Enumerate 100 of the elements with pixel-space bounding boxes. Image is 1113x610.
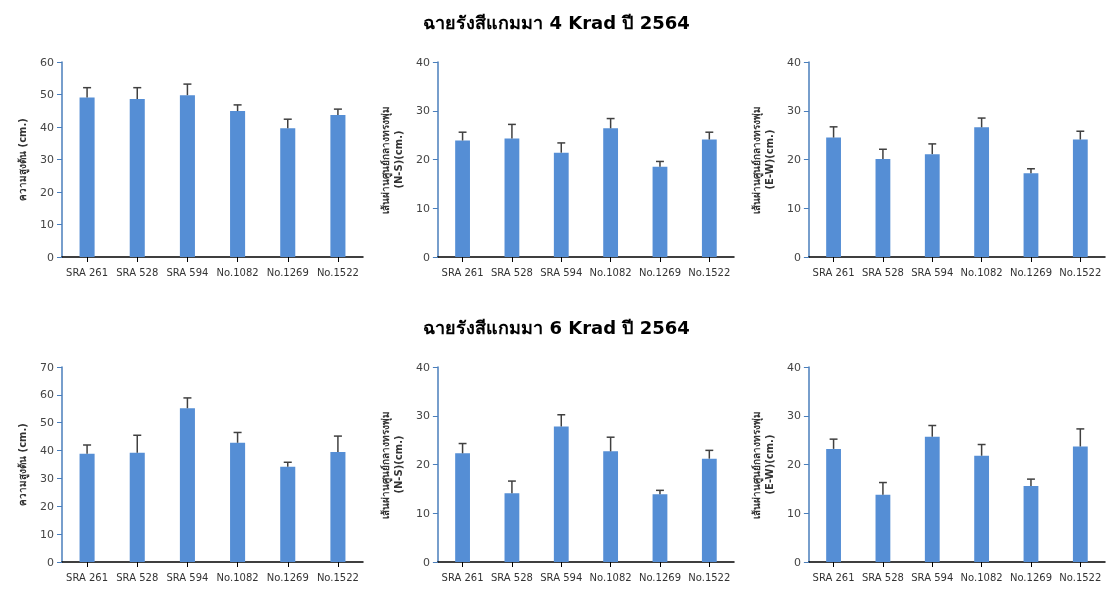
bar [924,436,940,562]
x-tick-label: No.1082 [960,571,1003,583]
bar [504,138,520,257]
bar [230,111,246,257]
chart-title: ฉายรังสีแกมมา 4 Krad ปี 2564 [423,11,690,33]
y-tick-label: 30 [40,153,54,166]
y-tick-label: 20 [415,458,430,471]
chart-title: ฉายรังสีแกมมา 6 Krad ปี 2564 [423,316,690,338]
y-tick-label: 0 [793,250,801,264]
y-axis-title: เส้นผ่านศูนย์กลางทรงพุ่ม (N-S)(cm.) [380,410,404,519]
y-tick-label: 60 [40,388,54,402]
y-tick-label: 20 [415,153,430,166]
y-axis-title: ความสูงต้น (cm.) [17,118,31,201]
y-tick-label: 40 [40,120,54,134]
y-tick-label: 20 [40,499,54,513]
x-tick-label: No.1269 [1009,571,1053,583]
x-tick-label: SRA 528 [861,571,904,583]
y-tick-label: 30 [415,104,430,118]
y-tick-label: 0 [422,555,430,569]
x-tick-label: SRA 528 [861,266,904,278]
x-tick-label: SRA 261 [441,266,484,278]
bar [230,442,246,562]
x-tick-label: No.1522 [688,266,731,278]
x-tick-label: SRA 528 [116,266,159,278]
bar [1023,173,1039,257]
bar [701,139,717,257]
x-tick-label: SRA 261 [66,266,109,278]
y-tick-label: 0 [422,250,430,264]
x-tick-label: SRA 261 [441,571,484,583]
y-tick-label: 30 [786,409,801,423]
x-tick-label: SRA 528 [490,266,533,278]
bar [875,159,891,257]
bar [1023,485,1039,562]
y-axis-title: ความสูงต้น (cm.) [17,423,31,506]
x-tick-label: No.1269 [638,266,682,278]
y-tick-label: 60 [40,55,54,69]
y-tick-label: 20 [786,458,801,471]
bar [129,99,145,257]
x-tick-label: SRA 594 [166,571,209,583]
y-tick-label: 0 [793,555,801,569]
bar [330,114,346,257]
y-tick-label: 30 [40,471,54,485]
y-tick-label: 20 [40,185,54,199]
bar [179,408,195,562]
bar [553,152,569,257]
x-tick-label: SRA 594 [911,266,954,278]
y-tick-label: 10 [40,527,54,541]
y-tick-label: 10 [415,201,430,215]
y-tick-label: 50 [40,416,54,430]
bar [924,154,940,257]
x-tick-label: No.1522 [688,571,731,583]
bar [280,466,296,562]
x-tick-label: No.1269 [638,571,682,583]
x-tick-label: No.1082 [589,266,632,278]
y-tick-label: 20 [786,153,801,166]
x-tick-label: No.1522 [1059,266,1102,278]
x-tick-label: No.1082 [960,266,1003,278]
x-tick-label: SRA 261 [66,571,109,583]
y-tick-label: 70 [40,360,54,374]
bar [553,426,569,562]
y-tick-label: 0 [47,555,54,569]
y-tick-label: 0 [47,250,54,264]
y-tick-label: 30 [415,409,430,423]
y-tick-label: 10 [786,506,801,520]
x-tick-label: SRA 528 [116,571,159,583]
bar [603,128,619,257]
bar [504,493,520,562]
x-tick-label: SRA 528 [490,571,533,583]
bar [455,453,470,562]
x-tick-label: No.1522 [316,571,359,583]
x-tick-label: No.1082 [216,266,259,278]
x-tick-label: No.1269 [266,266,309,278]
bar [652,166,668,257]
x-tick-label: SRA 594 [540,571,583,583]
x-tick-label: SRA 261 [812,266,855,278]
x-tick-label: No.1082 [589,571,632,583]
bar [701,458,717,562]
x-tick-label: No.1269 [266,571,309,583]
y-axis-title: เส้นผ่านศูนย์กลางทรงพุ่ม (N-S)(cm.) [380,105,404,214]
bar [826,137,841,257]
bar [129,452,145,562]
x-tick-label: No.1522 [316,266,359,278]
y-tick-label: 40 [415,55,430,69]
bar [79,453,95,562]
x-tick-label: No.1082 [216,571,259,583]
bar [280,128,296,257]
bar [826,448,841,562]
x-tick-label: SRA 594 [166,266,209,278]
y-tick-label: 10 [40,218,54,231]
y-tick-label: 10 [415,506,430,520]
y-axis-title: เส้นผ่านศูนย์กลางทรงพุ่ม (E-W)(cm.) [751,105,775,214]
y-tick-label: 30 [786,104,801,118]
x-tick-label: No.1522 [1059,571,1102,583]
x-tick-label: No.1269 [1009,266,1053,278]
bar [652,494,668,562]
bar [1072,446,1088,562]
y-tick-label: 40 [415,360,430,374]
y-tick-label: 50 [40,88,54,101]
bar [603,451,619,562]
bar [875,494,891,562]
